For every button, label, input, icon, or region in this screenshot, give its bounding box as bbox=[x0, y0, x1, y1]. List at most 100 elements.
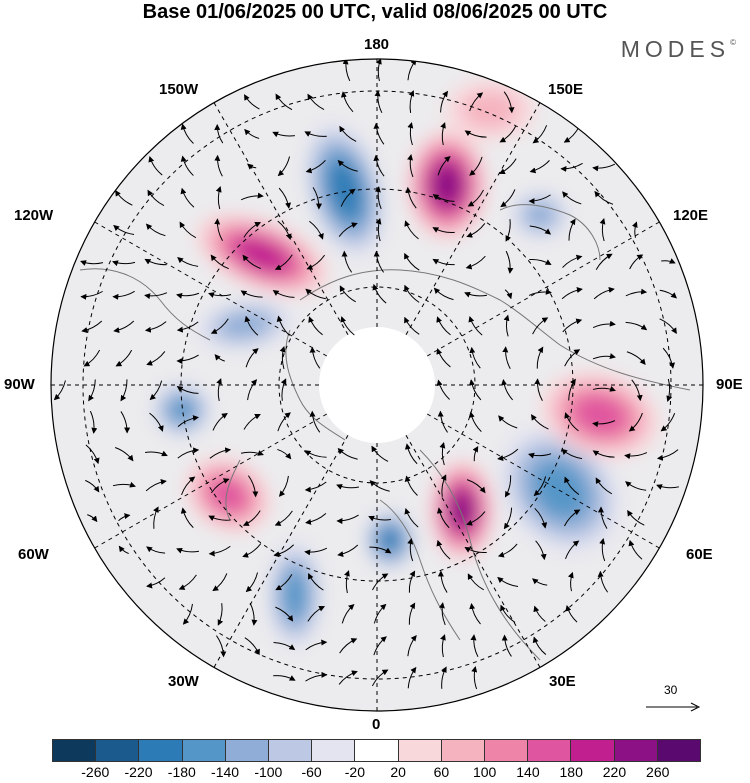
wind-vector bbox=[436, 348, 451, 368]
wind-vector bbox=[561, 287, 583, 300]
lon-label-120e: 120E bbox=[673, 207, 709, 224]
wind-vector bbox=[276, 315, 290, 336]
wind-vector bbox=[468, 411, 482, 432]
wind-vector bbox=[469, 602, 481, 625]
wind-vector bbox=[89, 410, 98, 434]
anomaly-fill bbox=[235, 238, 289, 272]
wind-vector bbox=[338, 670, 358, 685]
wind-vector bbox=[407, 154, 414, 178]
wind-vector bbox=[112, 260, 136, 267]
wind-vector bbox=[177, 447, 200, 459]
anomaly-fill bbox=[525, 202, 555, 228]
wind-vector bbox=[599, 538, 606, 562]
wind-vector bbox=[147, 189, 165, 207]
wind-vector bbox=[214, 218, 223, 241]
wind-vector bbox=[176, 386, 199, 394]
wind-vector bbox=[181, 476, 196, 496]
wind-vector bbox=[242, 254, 262, 270]
meridian-line bbox=[426, 413, 664, 551]
wind-vector bbox=[631, 221, 638, 238]
wind-vector bbox=[312, 187, 323, 210]
wind-vector bbox=[275, 93, 293, 111]
wind-vector bbox=[279, 346, 286, 370]
wind-vector bbox=[146, 351, 166, 366]
wind-vector bbox=[242, 510, 261, 526]
colorbar-tick-label: -60 bbox=[301, 764, 322, 780]
wind-vector bbox=[469, 156, 483, 176]
wind-vector bbox=[304, 481, 327, 493]
wind-vector bbox=[144, 292, 168, 300]
wind-vector bbox=[371, 445, 389, 462]
wind-vector bbox=[176, 547, 200, 554]
wind-vector bbox=[85, 479, 100, 493]
wind-vector bbox=[309, 410, 321, 433]
wind-vector bbox=[177, 415, 199, 427]
wind-vector bbox=[337, 160, 358, 172]
wind-vector bbox=[505, 219, 512, 242]
wind-vector bbox=[438, 602, 446, 626]
wind-vector bbox=[214, 154, 223, 177]
wind-vector bbox=[464, 130, 487, 138]
meridian-line bbox=[211, 98, 349, 336]
anomaly-fill bbox=[432, 164, 462, 206]
wind-vector bbox=[304, 547, 328, 556]
wind-vector bbox=[532, 578, 548, 586]
wind-vector bbox=[144, 258, 167, 266]
wind-vector bbox=[599, 218, 606, 242]
anomaly-fill bbox=[168, 397, 196, 423]
wind-vector bbox=[562, 191, 582, 205]
wind-vector bbox=[309, 346, 321, 369]
wind-vector bbox=[536, 346, 544, 369]
wind-vector bbox=[440, 90, 449, 113]
wind-vector bbox=[659, 289, 678, 299]
lon-label-0: 0 bbox=[372, 716, 381, 733]
wind-vector bbox=[432, 227, 455, 233]
wind-vector bbox=[440, 122, 446, 146]
wind-vector bbox=[626, 351, 646, 366]
wind-vector bbox=[274, 254, 293, 270]
wind-vector bbox=[500, 189, 516, 208]
wind-vector bbox=[278, 187, 292, 209]
wind-vector bbox=[274, 510, 293, 526]
wind-vector bbox=[240, 290, 263, 298]
wind-vector bbox=[407, 122, 414, 146]
lon-label-150e: 150E bbox=[548, 81, 584, 98]
wind-vector bbox=[472, 445, 479, 462]
wind-vector bbox=[594, 190, 614, 205]
wind-vector bbox=[625, 288, 648, 297]
wind-vector bbox=[176, 292, 200, 299]
anomaly-fill-layer bbox=[152, 80, 659, 650]
wind-vector bbox=[592, 450, 615, 458]
wind-vector bbox=[497, 576, 519, 587]
wind-vector bbox=[563, 509, 581, 527]
wind-vector bbox=[306, 254, 326, 270]
wind-vector bbox=[210, 478, 230, 494]
wind-vector bbox=[531, 414, 549, 430]
wind-vector bbox=[627, 509, 645, 526]
wind-vector bbox=[567, 571, 574, 592]
wind-vector bbox=[499, 125, 517, 143]
wind-vector bbox=[278, 475, 289, 497]
lon-label-30w: 30W bbox=[168, 673, 199, 690]
wind-vector bbox=[145, 450, 168, 457]
wind-vector bbox=[339, 638, 358, 654]
anomaly-fill bbox=[282, 570, 308, 620]
wind-vector bbox=[180, 187, 195, 208]
lon-label-60e: 60E bbox=[686, 546, 713, 563]
wind-vector bbox=[179, 221, 197, 239]
anomaly-fill bbox=[379, 528, 401, 552]
wind-vector bbox=[568, 218, 576, 241]
wind-vector bbox=[115, 190, 133, 206]
lon-label-150w: 150W bbox=[159, 81, 199, 98]
wind-vector bbox=[244, 315, 259, 336]
wind-vector bbox=[113, 320, 135, 334]
wind-vector bbox=[308, 316, 323, 336]
wind-vector bbox=[120, 411, 131, 434]
wind-vector bbox=[595, 477, 613, 495]
wind-vector bbox=[242, 543, 262, 558]
wind-vector bbox=[404, 284, 420, 303]
wind-vector bbox=[533, 476, 547, 497]
wind-vector bbox=[240, 450, 264, 456]
wind-vector bbox=[504, 475, 512, 498]
wind-vector bbox=[369, 546, 392, 554]
